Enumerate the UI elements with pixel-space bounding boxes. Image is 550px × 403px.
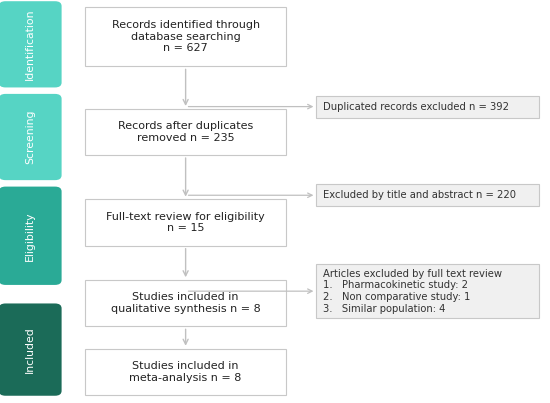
- FancyBboxPatch shape: [316, 96, 539, 118]
- FancyBboxPatch shape: [0, 1, 62, 87]
- FancyBboxPatch shape: [85, 349, 286, 395]
- FancyBboxPatch shape: [316, 264, 539, 318]
- Text: Records identified through
database searching
n = 627: Records identified through database sear…: [112, 20, 260, 53]
- FancyBboxPatch shape: [0, 303, 62, 396]
- Text: Eligibility: Eligibility: [25, 211, 35, 260]
- Text: Screening: Screening: [25, 110, 35, 164]
- Text: Studies included in
meta-analysis n = 8: Studies included in meta-analysis n = 8: [129, 361, 242, 382]
- FancyBboxPatch shape: [0, 94, 62, 180]
- FancyBboxPatch shape: [85, 7, 286, 66]
- FancyBboxPatch shape: [85, 199, 286, 246]
- Text: Identification: Identification: [25, 8, 35, 80]
- Text: Excluded by title and abstract n = 220: Excluded by title and abstract n = 220: [323, 190, 516, 200]
- Text: Duplicated records excluded n = 392: Duplicated records excluded n = 392: [323, 102, 509, 112]
- Text: Included: Included: [25, 326, 35, 373]
- FancyBboxPatch shape: [316, 184, 539, 206]
- Text: Articles excluded by full text review
1.   Pharmacokinetic study: 2
2.   Non com: Articles excluded by full text review 1.…: [323, 269, 502, 314]
- Text: Records after duplicates
removed n = 235: Records after duplicates removed n = 235: [118, 121, 253, 143]
- Text: Full-text review for eligibility
n = 15: Full-text review for eligibility n = 15: [106, 212, 265, 233]
- FancyBboxPatch shape: [0, 187, 62, 285]
- FancyBboxPatch shape: [85, 109, 286, 155]
- FancyBboxPatch shape: [85, 280, 286, 326]
- Text: Studies included in
qualitative synthesis n = 8: Studies included in qualitative synthesi…: [111, 293, 261, 314]
